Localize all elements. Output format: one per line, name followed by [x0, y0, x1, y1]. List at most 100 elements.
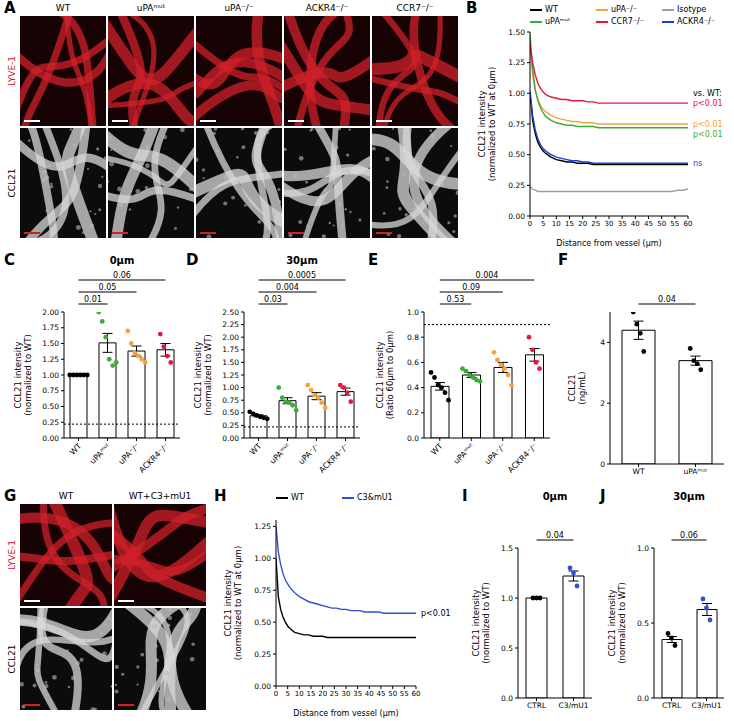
svg-text:CCL21 intensity(normalized to: CCL21 intensity(normalized to WT) [607, 582, 627, 663]
svg-text:0.0: 0.0 [501, 694, 513, 703]
svg-text:CCL21 intensity(normalized to: CCL21 intensity(normalized to WT at 0µm) [477, 67, 497, 181]
svg-text:0.5: 0.5 [637, 619, 649, 628]
svg-text:50: 50 [657, 220, 666, 228]
svg-text:0.00: 0.00 [42, 434, 59, 443]
svg-text:1.5: 1.5 [501, 544, 513, 553]
svg-text:1.25: 1.25 [222, 371, 239, 380]
svg-text:1.50: 1.50 [222, 358, 239, 367]
svg-text:WT: WT [68, 442, 83, 457]
svg-text:2.50: 2.50 [222, 308, 239, 317]
svg-text:55: 55 [670, 220, 679, 228]
svg-text:0.6: 0.6 [407, 358, 419, 367]
svg-text:ACKR4⁻/⁻: ACKR4⁻/⁻ [137, 442, 170, 475]
svg-text:uPAᵐᵘᵗ: uPAᵐᵘᵗ [452, 442, 476, 466]
svg-text:vs. WT:: vs. WT: [693, 89, 722, 98]
svg-text:0.50: 0.50 [222, 408, 239, 417]
svg-text:60: 60 [684, 220, 693, 228]
svg-text:0.04: 0.04 [546, 531, 564, 540]
svg-text:15: 15 [565, 220, 574, 228]
svg-text:p<0.01: p<0.01 [693, 130, 723, 139]
svg-text:0.75: 0.75 [254, 586, 271, 595]
svg-text:25: 25 [330, 690, 339, 698]
svg-text:0.0: 0.0 [407, 434, 419, 443]
svg-text:30: 30 [342, 690, 351, 698]
svg-text:1.00: 1.00 [42, 371, 59, 380]
svg-text:1.00: 1.00 [222, 383, 239, 392]
svg-text:35: 35 [353, 690, 362, 698]
svg-text:30: 30 [605, 220, 614, 228]
svg-text:1.50: 1.50 [42, 339, 59, 348]
svg-text:WT: WT [429, 442, 444, 457]
svg-text:50: 50 [388, 690, 397, 698]
svg-text:ACKR4⁻/⁻: ACKR4⁻/⁻ [506, 442, 539, 475]
svg-text:0.004: 0.004 [276, 283, 299, 292]
svg-text:40: 40 [631, 220, 640, 228]
svg-text:0.75: 0.75 [222, 396, 239, 405]
svg-text:40: 40 [365, 690, 374, 698]
svg-text:2.00: 2.00 [222, 333, 239, 342]
svg-text:0.25: 0.25 [42, 418, 59, 427]
svg-text:1.25: 1.25 [42, 355, 59, 364]
svg-text:1.00: 1.00 [508, 89, 525, 98]
svg-text:uPAᵐᵘᵗ: uPAᵐᵘᵗ [268, 442, 292, 466]
svg-text:45: 45 [377, 690, 386, 698]
svg-text:1.25: 1.25 [508, 58, 525, 67]
svg-text:5: 5 [285, 690, 289, 698]
svg-text:CCL21 intensity(normalized to: CCL21 intensity(normalized to WT) [13, 334, 33, 415]
svg-text:uPA⁻/⁻: uPA⁻/⁻ [483, 442, 508, 467]
svg-text:CTRL: CTRL [662, 701, 682, 710]
svg-text:4: 4 [600, 338, 605, 347]
svg-text:2: 2 [600, 399, 605, 408]
svg-text:0.50: 0.50 [42, 402, 59, 411]
svg-text:C3/mU1: C3/mU1 [558, 701, 588, 710]
svg-text:CCL21 intensity(normalized to: CCL21 intensity(normalized to WT) [193, 334, 213, 415]
svg-text:0.25: 0.25 [222, 421, 239, 430]
svg-text:55: 55 [400, 690, 409, 698]
svg-text:0.25: 0.25 [254, 650, 271, 659]
svg-text:15: 15 [307, 690, 316, 698]
svg-text:0.03: 0.03 [264, 295, 282, 304]
svg-text:0.50: 0.50 [254, 618, 271, 627]
svg-text:CCL21 intensity(normalized to: CCL21 intensity(normalized to WT at 0µm) [223, 546, 243, 660]
svg-text:5: 5 [541, 220, 545, 228]
svg-text:0.2: 0.2 [407, 408, 419, 417]
svg-text:1.75: 1.75 [42, 323, 59, 332]
svg-text:Distance from vessel (µm): Distance from vessel (µm) [556, 239, 662, 248]
svg-text:0.00: 0.00 [254, 682, 271, 691]
svg-text:CTRL: CTRL [527, 701, 547, 710]
svg-text:C3/mU1: C3/mU1 [691, 701, 721, 710]
svg-text:0.5: 0.5 [501, 644, 513, 653]
svg-text:0: 0 [528, 220, 532, 228]
svg-text:p<0.01: p<0.01 [693, 120, 723, 129]
svg-text:2.25: 2.25 [222, 320, 239, 329]
svg-text:LYVE-1: LYVE-1 [7, 56, 17, 86]
svg-text:0.25: 0.25 [508, 181, 525, 190]
svg-text:CCL21: CCL21 [7, 168, 17, 197]
svg-text:0: 0 [274, 690, 278, 698]
svg-text:p<0.01: p<0.01 [421, 609, 451, 618]
svg-text:CCL21: CCL21 [7, 644, 17, 673]
svg-text:0.05: 0.05 [99, 283, 117, 292]
svg-text:25: 25 [591, 220, 600, 228]
svg-text:ACKR4⁻/⁻: ACKR4⁻/⁻ [317, 442, 350, 475]
svg-text:35: 35 [618, 220, 627, 228]
svg-text:uPAᵐᵘᵗ: uPAᵐᵘᵗ [88, 442, 112, 466]
svg-text:1.0: 1.0 [637, 544, 649, 553]
svg-text:10: 10 [552, 220, 561, 228]
svg-text:0.8: 0.8 [407, 333, 419, 342]
svg-text:uPA⁻/⁻: uPA⁻/⁻ [117, 442, 142, 467]
svg-text:1.0: 1.0 [407, 308, 419, 317]
svg-text:0.06: 0.06 [113, 271, 131, 280]
svg-text:60: 60 [412, 690, 421, 698]
svg-text:WT: WT [633, 467, 645, 476]
svg-text:1.75: 1.75 [222, 345, 239, 354]
svg-text:p<0.01: p<0.01 [693, 99, 723, 108]
svg-text:WT: WT [248, 442, 263, 457]
svg-text:Distance from vessel (µm): Distance from vessel (µm) [293, 709, 399, 718]
svg-text:1.25: 1.25 [254, 522, 271, 531]
svg-text:0.04: 0.04 [658, 295, 676, 304]
svg-text:0.75: 0.75 [42, 386, 59, 395]
svg-text:0.50: 0.50 [508, 150, 525, 159]
svg-text:ns: ns [693, 159, 702, 168]
svg-text:CCL21 intensity(Ratio 60µm to: CCL21 intensity(Ratio 60µm to 0µm) [375, 331, 395, 420]
